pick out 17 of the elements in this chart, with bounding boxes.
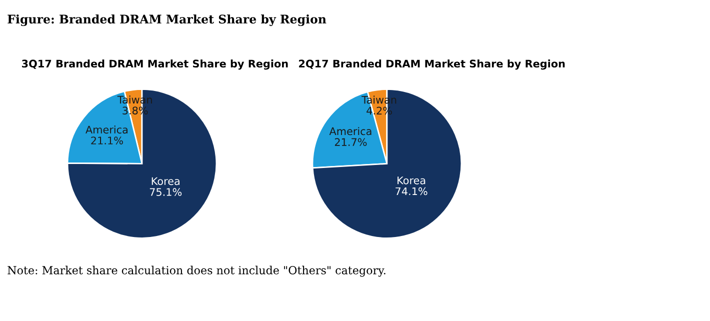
data-label: 21.7% (334, 138, 367, 146)
pie-slice (312, 88, 462, 239)
text: Note: Market share calculation does not include "Others" category. (8, 266, 386, 277)
slice-label: America (86, 126, 128, 134)
data-label: 21.1% (91, 136, 123, 144)
chart-title: 2Q17 Branded DRAM Market Share by Region (299, 59, 565, 70)
chart-title: 3Q17 Branded DRAM Market Share by Region (22, 59, 288, 70)
slice-label: America (329, 127, 372, 136)
slice-label: Taiwan (117, 96, 152, 104)
pie-slice (66, 88, 218, 239)
data-label: 3.8% (122, 106, 148, 114)
data-label: 74.1% (396, 187, 428, 196)
data-label: 75.1% (150, 188, 182, 196)
slice-label: Korea (152, 177, 180, 186)
slice-label: Korea (398, 176, 426, 184)
text: Figure: Branded DRAM Market Share by Region (8, 14, 326, 26)
slice-label: Taiwan (362, 96, 396, 104)
